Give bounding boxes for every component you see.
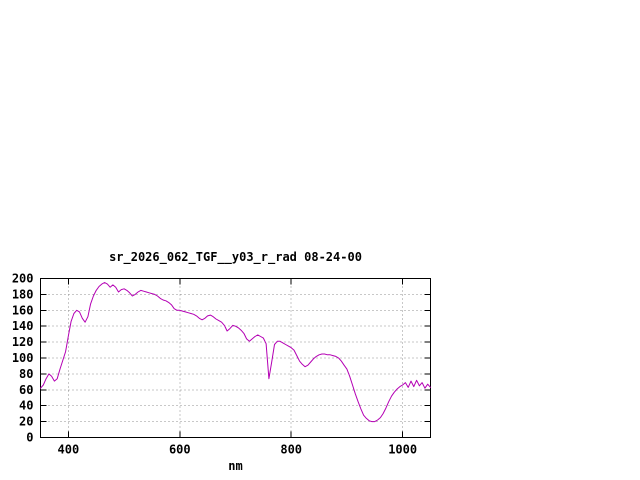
- y-tick-label: 200: [12, 272, 34, 286]
- x-axis-label: nm: [228, 459, 243, 473]
- y-tick-label: 100: [12, 351, 34, 365]
- y-tick-label: 80: [19, 367, 33, 381]
- y-tick-label: 160: [12, 303, 34, 317]
- y-tick-label: 120: [12, 335, 34, 349]
- y-tick-label: 40: [19, 399, 33, 413]
- y-tick-label: 180: [12, 287, 34, 301]
- y-tick-label: 60: [19, 383, 33, 397]
- y-tick-label: 0: [26, 431, 33, 445]
- chart-title: sr_2026_062_TGF__y03_r_rad 08-24-00: [109, 250, 362, 264]
- y-tick-label: 20: [19, 415, 33, 429]
- plot-border: [40, 278, 431, 438]
- x-tick-label: 1000: [388, 443, 417, 457]
- x-tick-label: 600: [169, 443, 191, 457]
- y-tick-label: 140: [12, 319, 34, 333]
- x-tick-label: 400: [58, 443, 80, 457]
- data-line-radiance: [40, 282, 431, 423]
- x-tick-label: 800: [280, 443, 302, 457]
